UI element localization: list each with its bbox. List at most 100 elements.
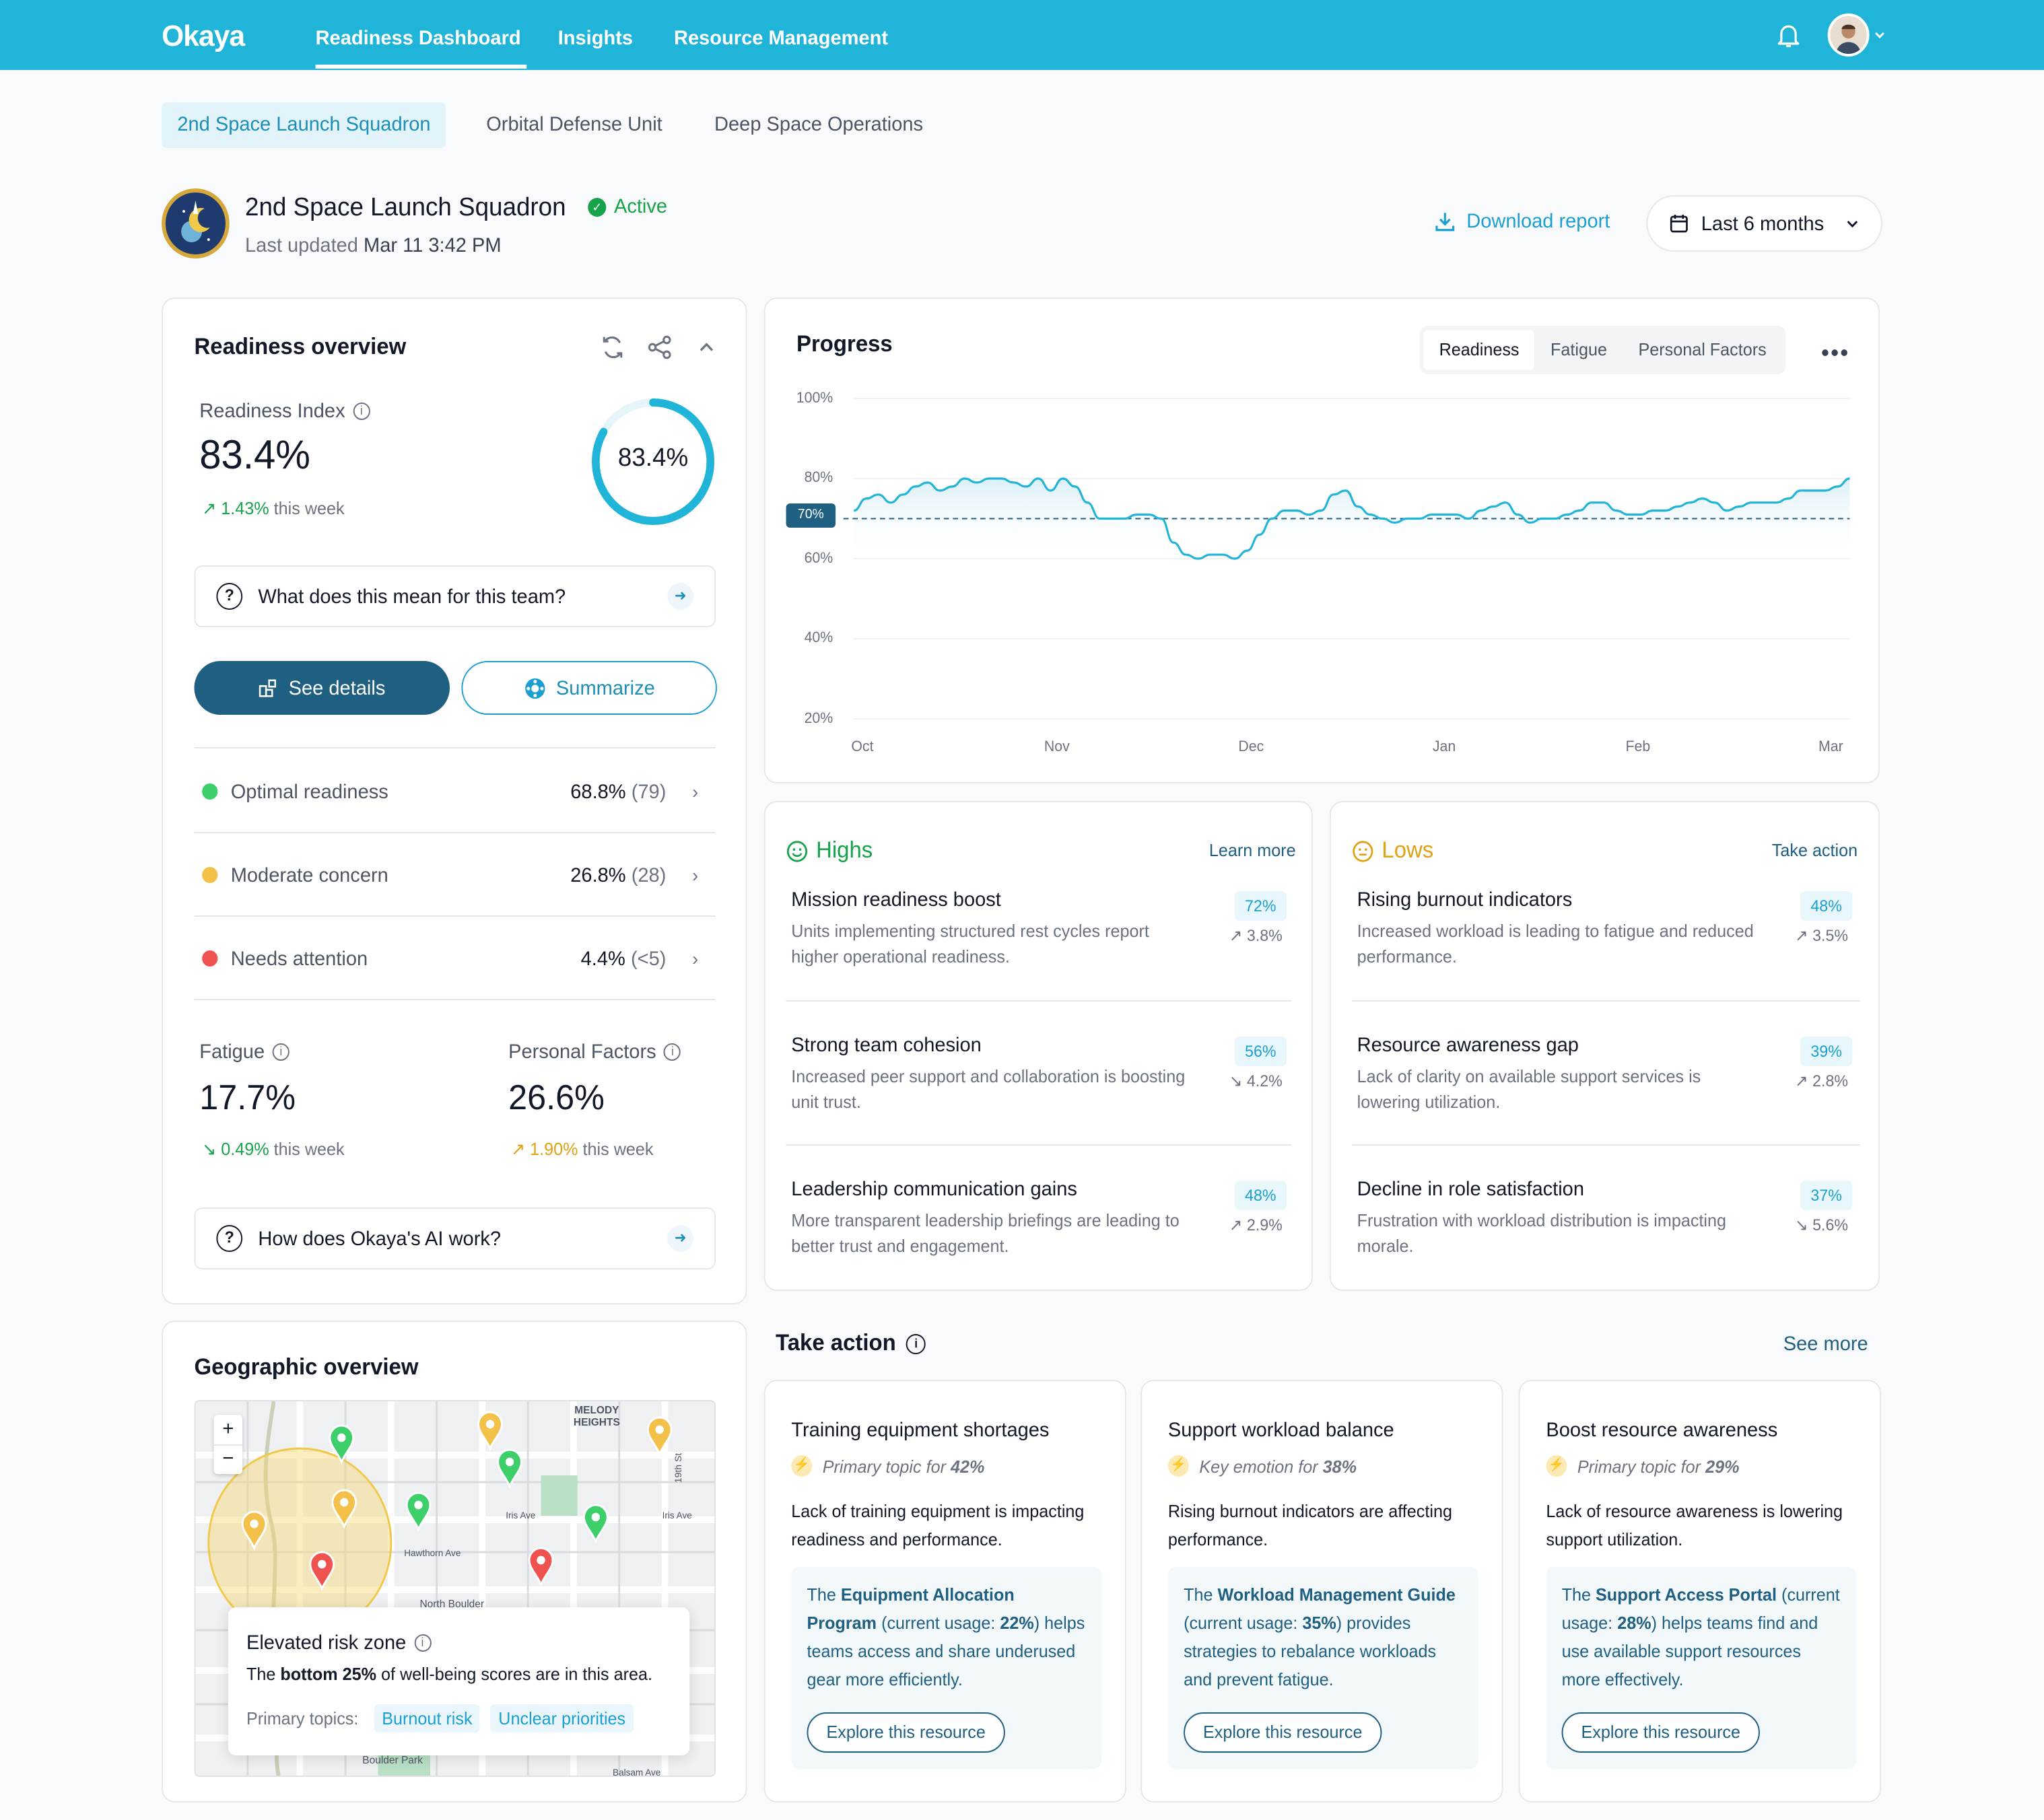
resource-post: ) helps teams access and share underused…: [807, 1613, 1085, 1689]
how-does-ai-work-button[interactable]: ? How does Okaya's AI work? ➜: [194, 1208, 716, 1269]
tab-2nd-space-launch-squadron[interactable]: 2nd Space Launch Squadron: [162, 102, 446, 148]
tab-deep-space-operations[interactable]: Deep Space Operations: [714, 113, 924, 136]
resource-name[interactable]: Workload Management Guide: [1217, 1584, 1456, 1605]
map-pin-center: [414, 1500, 423, 1510]
card-title: Support workload balance: [1167, 1419, 1394, 1442]
nav-insights[interactable]: Insights: [557, 27, 634, 50]
see-details-button[interactable]: See details: [194, 661, 450, 715]
resource-name[interactable]: Support Access Portal: [1595, 1584, 1777, 1605]
summarize-button[interactable]: Summarize: [461, 661, 717, 715]
tab-fatigue[interactable]: Fatigue: [1551, 339, 1607, 359]
list-item[interactable]: Rising burnout indicators Increased work…: [1357, 888, 1853, 969]
app-logo[interactable]: Okaya: [162, 19, 245, 53]
see-more-link[interactable]: See more: [1783, 1333, 1868, 1356]
row-label: Optimal readiness: [230, 780, 388, 803]
yellow-dot-icon: [202, 867, 218, 883]
chevron-right-icon: ›: [692, 948, 699, 969]
avatar[interactable]: [1827, 13, 1870, 57]
zoom-in-button[interactable]: +: [222, 1418, 234, 1440]
list-item[interactable]: Mission readiness boost Units implementi…: [791, 888, 1287, 969]
refresh-icon[interactable]: [599, 332, 627, 362]
x-tick: Nov: [1044, 739, 1070, 755]
more-options-icon[interactable]: •••: [1820, 339, 1850, 366]
highs-title: Highs: [816, 837, 873, 863]
divider: [1351, 1000, 1860, 1002]
map-pin-green-icon: [329, 1424, 355, 1465]
readiness-line: [853, 477, 1850, 560]
item-pct-badge: 56%: [1234, 1037, 1287, 1066]
explore-resource-button[interactable]: Explore this resource: [807, 1712, 1005, 1753]
list-item[interactable]: Decline in role satisfaction Frustration…: [1357, 1178, 1853, 1259]
arrow-up-right-icon: ↗: [510, 1139, 526, 1159]
popup-desc: The bottom 25% of well-being scores are …: [246, 1664, 652, 1684]
x-tick: Feb: [1625, 739, 1651, 755]
tab-personal-factors[interactable]: Personal Factors: [1638, 339, 1767, 359]
share-icon[interactable]: [645, 332, 674, 362]
info-icon[interactable]: i: [413, 1634, 432, 1652]
topic-chip-unclear-priorities[interactable]: Unclear priorities: [490, 1704, 634, 1733]
question-icon: ?: [216, 1225, 243, 1252]
item-desc: Frustration with workload distribution i…: [1357, 1210, 1727, 1256]
tab-readiness[interactable]: Readiness: [1423, 330, 1535, 370]
resource-post: ) provides strategies to rebalance workl…: [1184, 1613, 1437, 1689]
smile-icon: [786, 840, 808, 862]
card-desc: Lack of training equipment is impacting …: [791, 1501, 1085, 1549]
item-desc: Increased workload is leading to fatigue…: [1357, 921, 1754, 967]
map-pin-center: [337, 1433, 346, 1442]
geo-title: Geographic overview: [194, 1354, 419, 1380]
list-item[interactable]: Strong team cohesion Increased peer supp…: [791, 1034, 1287, 1115]
map-pin-center: [339, 1498, 349, 1507]
y-tick: 80%: [804, 470, 833, 486]
resource-name[interactable]: Equipment Allocation Program: [807, 1584, 1015, 1633]
chevron-up-icon[interactable]: [692, 332, 721, 362]
learn-more-link[interactable]: Learn more: [1208, 840, 1296, 860]
chevron-down-icon[interactable]: [1873, 28, 1886, 42]
fatigue-delta: ↘ 0.49% this week: [202, 1139, 345, 1160]
highs-header: Highs: [786, 837, 873, 864]
summarize-label: Summarize: [555, 676, 655, 699]
topic-chip-burnout-risk[interactable]: Burnout risk: [374, 1704, 481, 1733]
row-value: 4.4% (<5): [581, 947, 667, 970]
item-change: ↗ 2.8%: [1795, 1072, 1848, 1090]
item-pct-badge: 48%: [1234, 1181, 1287, 1210]
nav-readiness-dashboard[interactable]: Readiness Dashboard: [315, 27, 521, 50]
map-pin-yellow-icon: [477, 1411, 503, 1451]
row-moderate-concern[interactable]: Moderate concern 26.8% (28) ›: [194, 833, 715, 917]
map-pin-center: [485, 1420, 495, 1429]
highs-card: Highs Learn more Mission readiness boost…: [763, 801, 1313, 1291]
bell-icon[interactable]: [1774, 20, 1803, 50]
explore-resource-button[interactable]: Explore this resource: [1561, 1712, 1760, 1753]
info-icon[interactable]: i: [272, 1043, 289, 1061]
row-needs-attention[interactable]: Needs attention 4.4% (<5) ›: [194, 917, 715, 1000]
card-desc: Rising burnout indicators are affecting …: [1167, 1501, 1452, 1549]
date-range-select[interactable]: Last 6 months: [1646, 195, 1882, 252]
info-icon[interactable]: i: [664, 1043, 681, 1061]
what-does-this-mean-button[interactable]: ? What does this mean for this team? ➜: [194, 565, 716, 627]
tab-orbital-defense-unit[interactable]: Orbital Defense Unit: [486, 113, 662, 136]
take-action-link[interactable]: Take action: [1771, 840, 1858, 860]
item-title: Rising burnout indicators: [1357, 888, 1573, 911]
fatigue-delta-suffix: this week: [273, 1139, 345, 1159]
zoom-out-button[interactable]: −: [213, 1444, 243, 1474]
item-pct-badge: 37%: [1800, 1181, 1853, 1210]
row-optimal-readiness[interactable]: Optimal readiness 68.8% (79) ›: [194, 750, 715, 833]
card-title: Boost resource awareness: [1546, 1419, 1778, 1442]
info-icon[interactable]: i: [906, 1333, 926, 1354]
popup-desc-post: of well-being scores are in this area.: [381, 1664, 652, 1684]
y-tick: 20%: [804, 711, 833, 727]
resource-box: The Equipment Allocation Program (curren…: [791, 1567, 1102, 1769]
readiness-index-label: Readiness Index i: [199, 400, 370, 423]
nav-resource-management[interactable]: Resource Management: [674, 27, 888, 50]
x-tick: Dec: [1238, 739, 1264, 755]
resource-post: ) helps teams find and use available sup…: [1561, 1613, 1818, 1689]
list-item[interactable]: Leadership communication gains More tran…: [791, 1178, 1287, 1259]
resource-box: The Support Access Portal (current usage…: [1546, 1567, 1857, 1769]
y-tick: 100%: [796, 390, 833, 407]
download-report-button[interactable]: Download report: [1434, 210, 1610, 233]
list-item[interactable]: Resource awareness gap Lack of clarity o…: [1357, 1034, 1853, 1115]
card-subtitle: ⚡ Primary topic for 42%: [791, 1455, 984, 1477]
item-desc: Units implementing structured rest cycle…: [791, 921, 1149, 967]
info-icon[interactable]: i: [353, 403, 370, 420]
resource-mid: (current usage:: [1184, 1613, 1298, 1633]
explore-resource-button[interactable]: Explore this resource: [1184, 1712, 1382, 1753]
